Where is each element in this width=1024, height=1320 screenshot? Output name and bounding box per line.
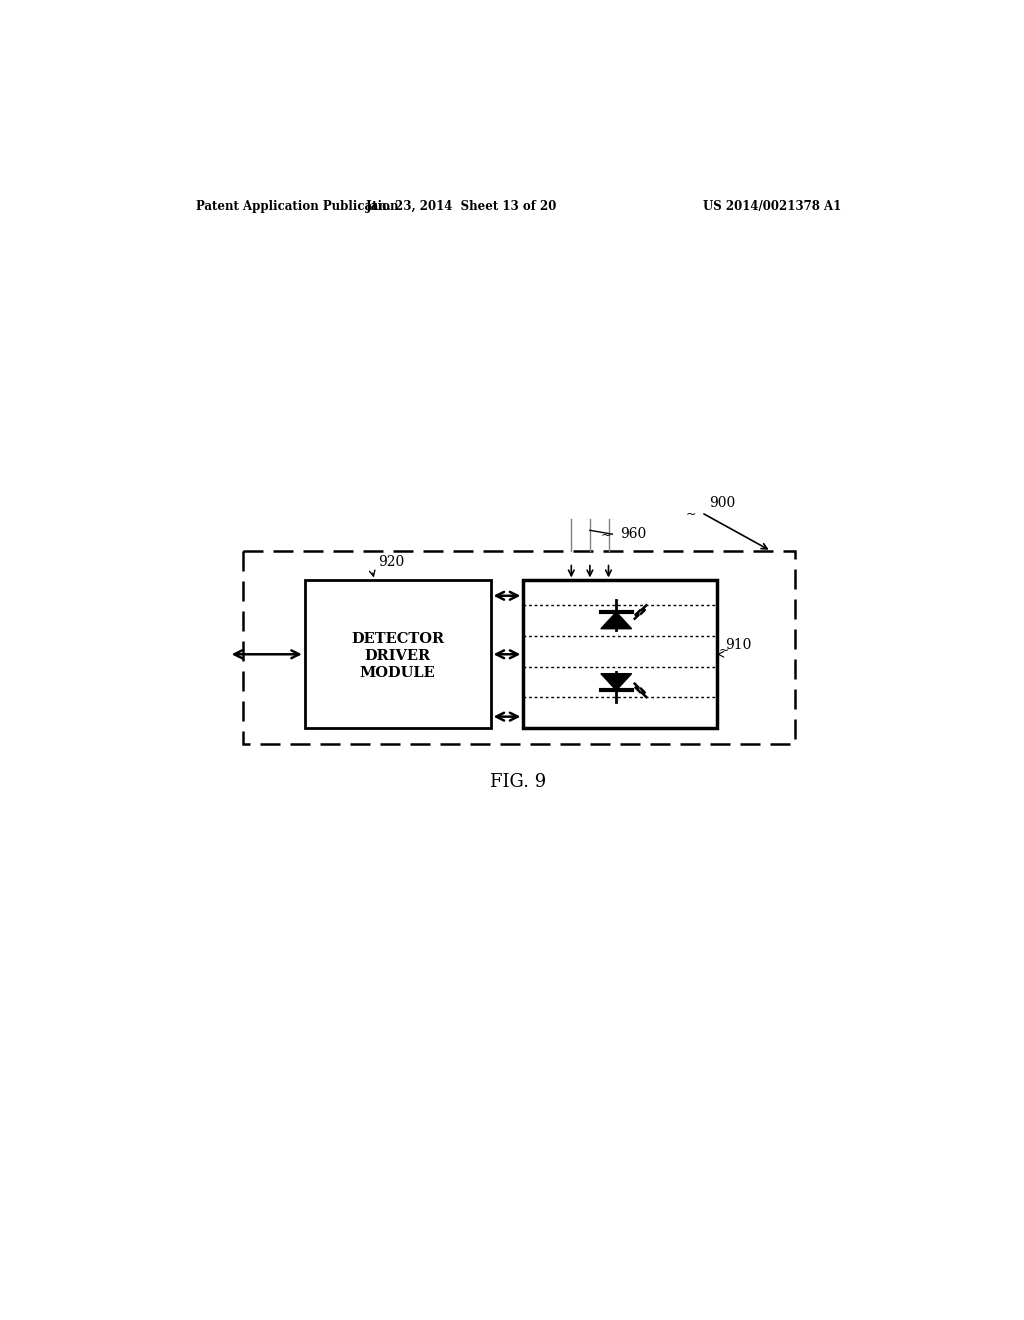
Text: ~: ~ bbox=[600, 529, 611, 543]
Polygon shape bbox=[601, 612, 632, 628]
Text: MODULE: MODULE bbox=[359, 665, 435, 680]
Bar bbox=[305, 581, 490, 729]
Text: FIG. 9: FIG. 9 bbox=[490, 774, 547, 791]
Text: DRIVER: DRIVER bbox=[365, 649, 431, 663]
Text: 900: 900 bbox=[710, 495, 735, 510]
Text: DETECTOR: DETECTOR bbox=[351, 632, 444, 645]
Text: 910: 910 bbox=[725, 638, 752, 652]
Text: ~: ~ bbox=[686, 508, 696, 520]
Text: US 2014/0021378 A1: US 2014/0021378 A1 bbox=[702, 199, 841, 213]
Bar bbox=[523, 581, 717, 729]
Text: ~: ~ bbox=[719, 644, 729, 657]
Text: 960: 960 bbox=[621, 527, 646, 541]
Text: Patent Application Publication: Patent Application Publication bbox=[197, 199, 398, 213]
Text: 920: 920 bbox=[378, 554, 404, 569]
Text: Jan. 23, 2014  Sheet 13 of 20: Jan. 23, 2014 Sheet 13 of 20 bbox=[366, 199, 557, 213]
Polygon shape bbox=[601, 673, 632, 690]
